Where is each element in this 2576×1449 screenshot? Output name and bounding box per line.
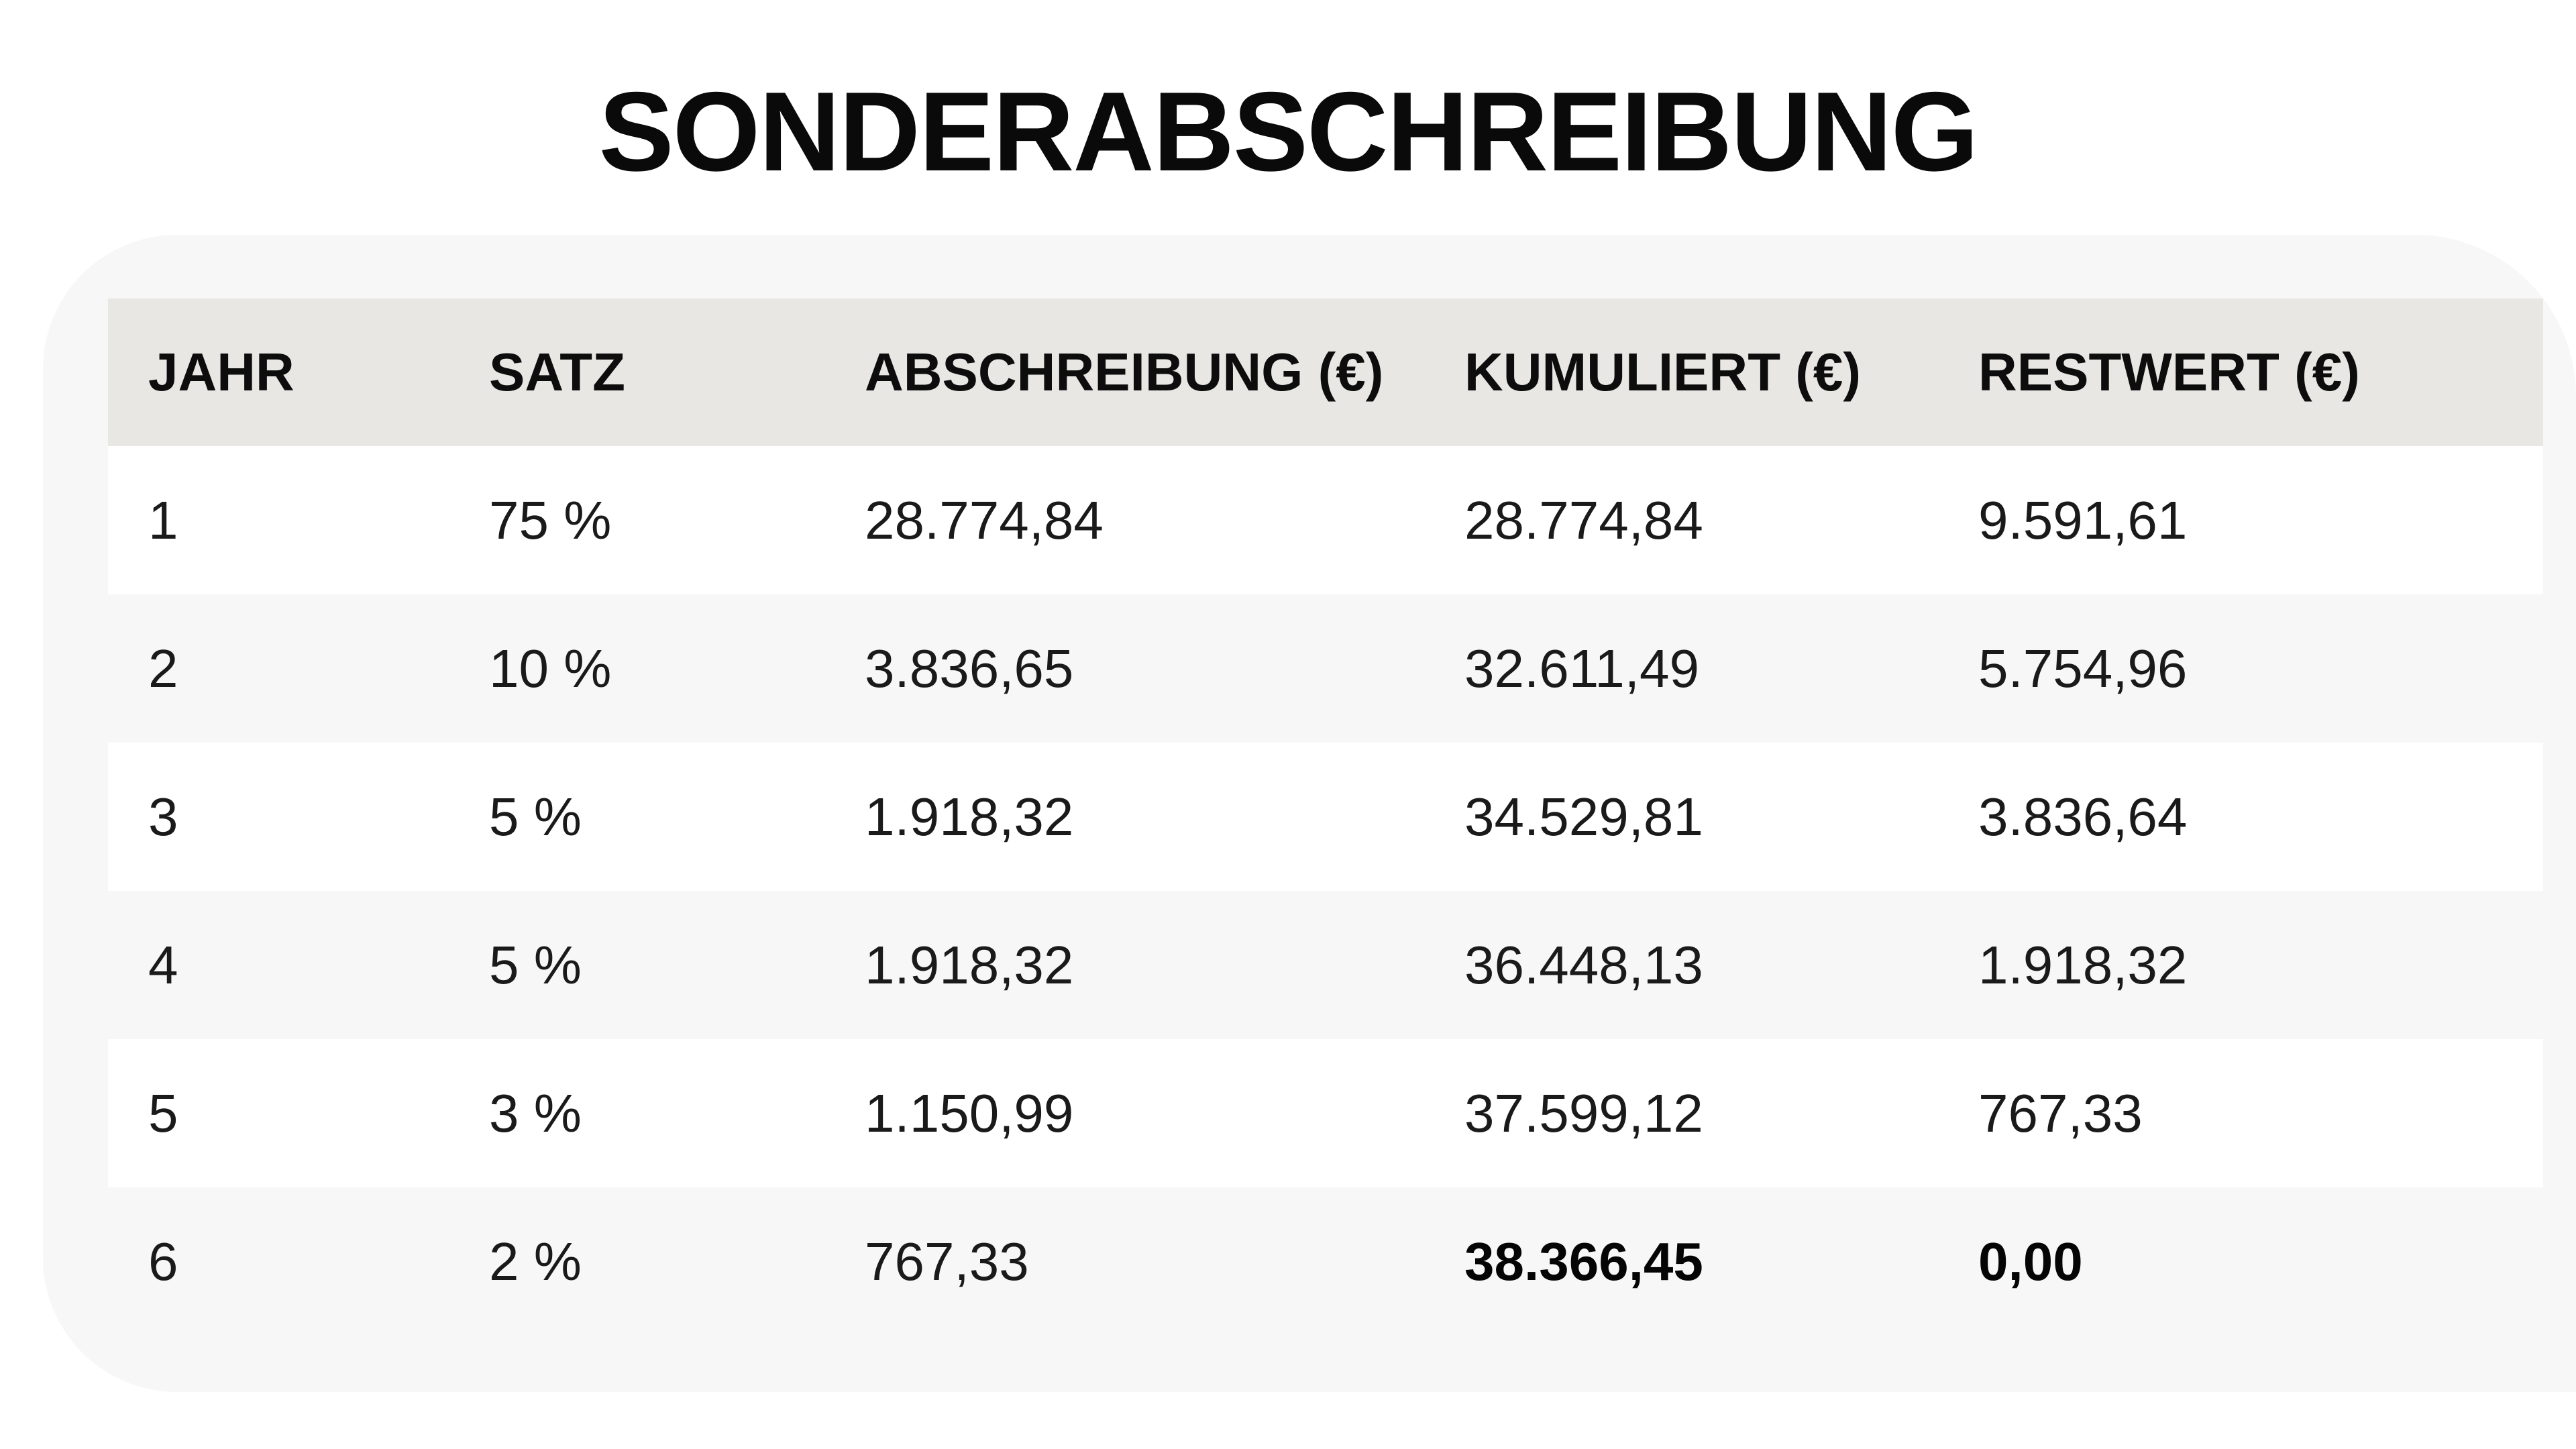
table-row: 5 3 % 1.150,99 37.599,12 767,33	[108, 1039, 2543, 1187]
depreciation-table: JAHR SATZ ABSCHREIBUNG (€) KUMULIERT (€)…	[108, 299, 2543, 1336]
cell-residual-value: 1.918,32	[1978, 934, 2188, 995]
cell-residual-value: 767,33	[1978, 1083, 2143, 1143]
cell-year: 5	[148, 1083, 178, 1143]
cell-cumulative: 34.529,81	[1464, 786, 1703, 847]
cell-year: 1	[148, 490, 178, 550]
depreciation-table-container: JAHR SATZ ABSCHREIBUNG (€) KUMULIERT (€)…	[108, 299, 2543, 1336]
cell-depreciation: 1.918,32	[865, 786, 1074, 847]
cell-depreciation: 1.150,99	[865, 1083, 1074, 1143]
cell-depreciation: 3.836,65	[865, 638, 1074, 698]
cell-residual-value: 3.836,64	[1978, 786, 2188, 847]
header-depreciation: ABSCHREIBUNG (€)	[865, 342, 1384, 402]
cell-cumulative: 36.448,13	[1464, 934, 1703, 995]
cell-cumulative-total: 38.366,45	[1464, 1231, 1703, 1291]
cell-residual-value: 5.754,96	[1978, 638, 2188, 698]
cell-depreciation: 1.918,32	[865, 934, 1074, 995]
cell-year: 2	[148, 638, 178, 698]
cell-depreciation: 28.774,84	[865, 490, 1104, 550]
cell-residual-value: 9.591,61	[1978, 490, 2188, 550]
cell-year: 4	[148, 934, 178, 995]
table-header-row: JAHR SATZ ABSCHREIBUNG (€) KUMULIERT (€)…	[108, 299, 2543, 446]
header-cumulative: KUMULIERT (€)	[1464, 342, 1862, 402]
cell-cumulative: 37.599,12	[1464, 1083, 1703, 1143]
cell-rate: 5 %	[489, 934, 582, 995]
cell-cumulative: 28.774,84	[1464, 490, 1703, 550]
table-row: 2 10 % 3.836,65 32.611,49 5.754,96	[108, 594, 2543, 743]
cell-year: 3	[148, 786, 178, 847]
cell-year: 6	[148, 1231, 178, 1291]
cell-rate: 10 %	[489, 638, 612, 698]
table-row: 4 5 % 1.918,32 36.448,13 1.918,32	[108, 891, 2543, 1039]
table-row: 6 2 % 767,33 38.366,45 0,00	[108, 1187, 2543, 1336]
page-title: SONDERABSCHREIBUNG	[598, 68, 1979, 195]
cell-rate: 2 %	[489, 1231, 582, 1291]
cell-rate: 5 %	[489, 786, 582, 847]
header-year: JAHR	[148, 342, 294, 402]
header-rate: SATZ	[489, 342, 625, 402]
cell-cumulative: 32.611,49	[1464, 638, 1699, 698]
cell-rate: 3 %	[489, 1083, 582, 1143]
cell-rate: 75 %	[489, 490, 612, 550]
cell-residual-value-final: 0,00	[1978, 1231, 2083, 1291]
table-card	[43, 235, 2576, 1392]
cell-depreciation: 767,33	[865, 1231, 1029, 1291]
header-residual-value: RESTWERT (€)	[1978, 342, 2360, 402]
table-row: 1 75 % 28.774,84 28.774,84 9.591,61	[108, 446, 2543, 594]
table-row: 3 5 % 1.918,32 34.529,81 3.836,64	[108, 743, 2543, 891]
